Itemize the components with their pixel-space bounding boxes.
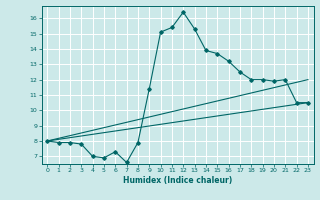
X-axis label: Humidex (Indice chaleur): Humidex (Indice chaleur) (123, 176, 232, 185)
